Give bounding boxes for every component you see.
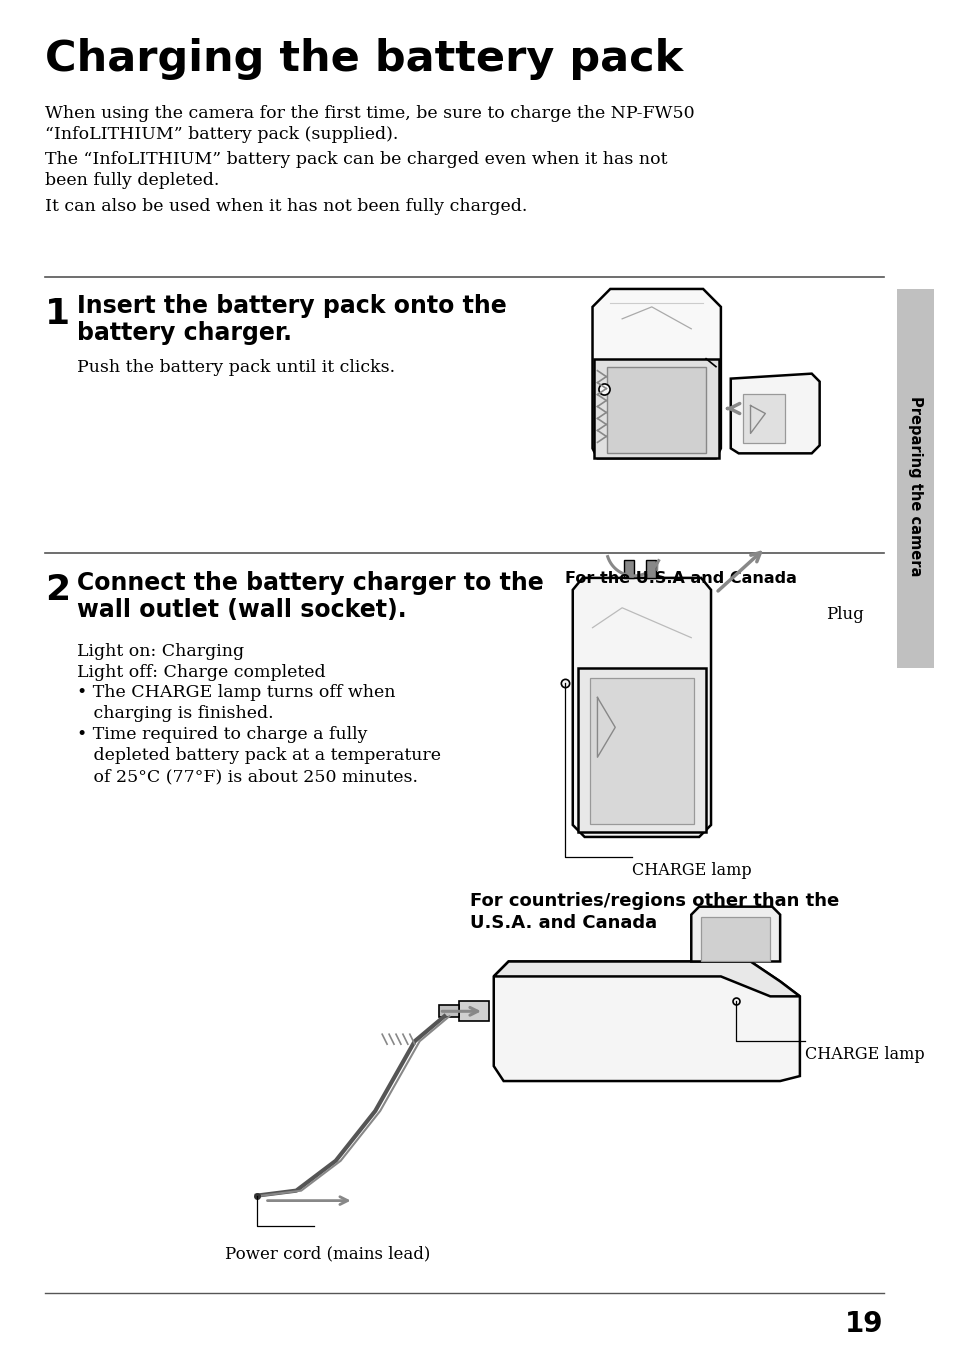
Text: It can also be used when it has not been fully charged.: It can also be used when it has not been… xyxy=(46,198,527,215)
Polygon shape xyxy=(691,907,780,962)
Text: charging is finished.: charging is finished. xyxy=(77,705,274,722)
Text: “InfoLITHIUM” battery pack (supplied).: “InfoLITHIUM” battery pack (supplied). xyxy=(46,125,398,143)
Text: The “InfoLITHIUM” battery pack can be charged even when it has not: The “InfoLITHIUM” battery pack can be ch… xyxy=(46,152,667,168)
Text: 1: 1 xyxy=(46,297,71,331)
Polygon shape xyxy=(741,394,784,444)
Polygon shape xyxy=(589,678,694,824)
Text: 19: 19 xyxy=(844,1310,882,1338)
Text: battery charger.: battery charger. xyxy=(77,321,292,344)
Text: • The CHARGE lamp turns off when: • The CHARGE lamp turns off when xyxy=(77,685,395,702)
Polygon shape xyxy=(494,962,799,997)
Text: For the U.S.A and Canada: For the U.S.A and Canada xyxy=(564,570,796,586)
Text: Insert the battery pack onto the: Insert the battery pack onto the xyxy=(77,295,506,317)
Bar xyxy=(645,560,655,578)
Text: Power cord (mains lead): Power cord (mains lead) xyxy=(225,1245,430,1263)
Text: Plug: Plug xyxy=(824,605,862,623)
Text: 2: 2 xyxy=(46,573,71,607)
Text: U.S.A. and Canada: U.S.A. and Canada xyxy=(470,913,657,932)
Text: Connect the battery charger to the: Connect the battery charger to the xyxy=(77,570,543,594)
Text: Light off: Charge completed: Light off: Charge completed xyxy=(77,663,325,681)
Polygon shape xyxy=(439,1005,458,1017)
Polygon shape xyxy=(494,962,799,1081)
Polygon shape xyxy=(700,917,769,962)
Polygon shape xyxy=(458,1001,488,1021)
Text: For countries/regions other than the: For countries/regions other than the xyxy=(470,892,839,909)
Text: CHARGE lamp: CHARGE lamp xyxy=(631,862,751,878)
Bar xyxy=(623,560,634,578)
Text: depleted battery pack at a temperature: depleted battery pack at a temperature xyxy=(77,748,440,764)
Polygon shape xyxy=(594,359,719,459)
Text: Preparing the camera: Preparing the camera xyxy=(907,395,922,577)
Text: When using the camera for the first time, be sure to charge the NP-FW50: When using the camera for the first time… xyxy=(46,105,695,121)
Polygon shape xyxy=(578,667,705,833)
Polygon shape xyxy=(592,289,720,459)
Text: of 25°C (77°F) is about 250 minutes.: of 25°C (77°F) is about 250 minutes. xyxy=(77,768,417,785)
Text: Push the battery pack until it clicks.: Push the battery pack until it clicks. xyxy=(77,359,395,375)
Bar xyxy=(896,289,933,667)
Text: CHARGE lamp: CHARGE lamp xyxy=(804,1046,923,1063)
Polygon shape xyxy=(607,367,705,453)
Polygon shape xyxy=(730,374,819,453)
Polygon shape xyxy=(572,578,710,837)
Text: Charging the battery pack: Charging the battery pack xyxy=(46,38,683,79)
Text: Light on: Charging: Light on: Charging xyxy=(77,643,244,659)
Text: been fully depleted.: been fully depleted. xyxy=(46,172,219,190)
Text: • Time required to charge a fully: • Time required to charge a fully xyxy=(77,726,367,744)
Text: wall outlet (wall socket).: wall outlet (wall socket). xyxy=(77,597,406,621)
